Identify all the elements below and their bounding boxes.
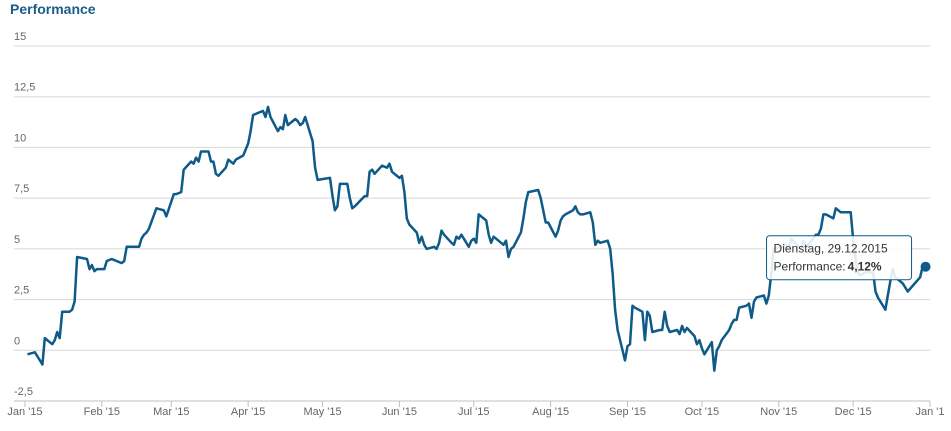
x-tick-label: Jul '15 (458, 406, 489, 418)
tooltip (766, 235, 913, 281)
x-tick-label: May '15 (303, 406, 341, 418)
x-tick-label: Nov '15 (760, 406, 797, 418)
x-tick-label: Aug '15 (532, 406, 569, 418)
tooltip-date: Dienstag, 29.12.2015 (774, 242, 888, 256)
x-tick-label: Jan '1 (915, 406, 944, 418)
y-tick-label: -2,5 (14, 386, 33, 398)
x-tick-label: Sep '15 (609, 406, 646, 418)
x-tick-label: Jan '15 (7, 406, 42, 418)
y-tick-label: 2,5 (14, 285, 29, 297)
x-tick-label: Feb '15 (84, 406, 120, 418)
y-tick-label: 10 (14, 132, 26, 144)
chart-title: Performance (10, 1, 96, 17)
x-tick-label: Apr '15 (231, 406, 266, 418)
y-tick-label: 0 (14, 335, 20, 347)
y-tick-label: 15 (14, 31, 26, 43)
x-tick-label: Mar '15 (153, 406, 189, 418)
x-tick-label: Oct '15 (685, 406, 720, 418)
y-tick-label: 12,5 (14, 82, 35, 94)
y-tick-label: 5 (14, 234, 20, 246)
x-tick-label: Dec '15 (835, 406, 872, 418)
tooltip-value: 4,12% (848, 260, 882, 274)
x-tick-label: Jun '15 (382, 406, 417, 418)
tooltip-label: Performance: (774, 260, 846, 274)
y-tick-label: 7,5 (14, 183, 29, 195)
hover-marker (920, 261, 931, 272)
